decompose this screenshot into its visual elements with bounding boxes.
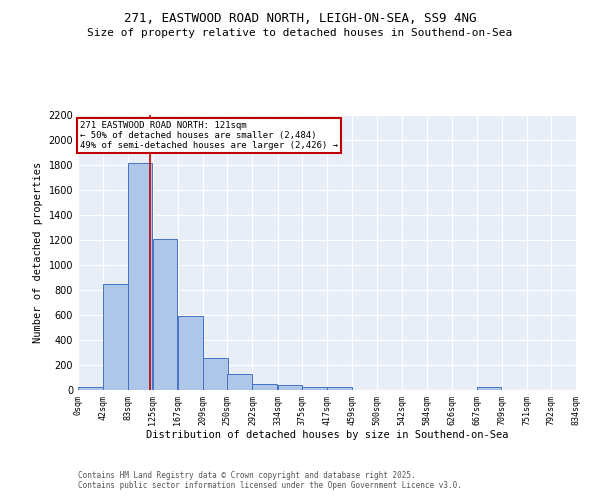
Text: 271, EASTWOOD ROAD NORTH, LEIGH-ON-SEA, SS9 4NG: 271, EASTWOOD ROAD NORTH, LEIGH-ON-SEA, … <box>124 12 476 26</box>
Bar <box>302 386 327 390</box>
Text: 271 EASTWOOD ROAD NORTH: 121sqm
← 50% of detached houses are smaller (2,484)
49%: 271 EASTWOOD ROAD NORTH: 121sqm ← 50% of… <box>80 120 338 150</box>
Bar <box>78 387 103 390</box>
Bar <box>152 240 178 390</box>
X-axis label: Distribution of detached houses by size in Southend-on-Sea: Distribution of detached houses by size … <box>146 430 508 440</box>
Text: Size of property relative to detached houses in Southend-on-Sea: Size of property relative to detached ho… <box>88 28 512 38</box>
Bar <box>128 162 152 390</box>
Bar <box>476 387 502 390</box>
Bar <box>227 374 252 390</box>
Bar <box>253 384 277 390</box>
Bar <box>278 385 302 390</box>
Bar <box>178 316 203 390</box>
Bar <box>327 387 352 390</box>
Bar <box>103 284 128 390</box>
Y-axis label: Number of detached properties: Number of detached properties <box>33 162 43 343</box>
Bar <box>203 358 227 390</box>
Text: Contains HM Land Registry data © Crown copyright and database right 2025.
Contai: Contains HM Land Registry data © Crown c… <box>78 470 462 490</box>
